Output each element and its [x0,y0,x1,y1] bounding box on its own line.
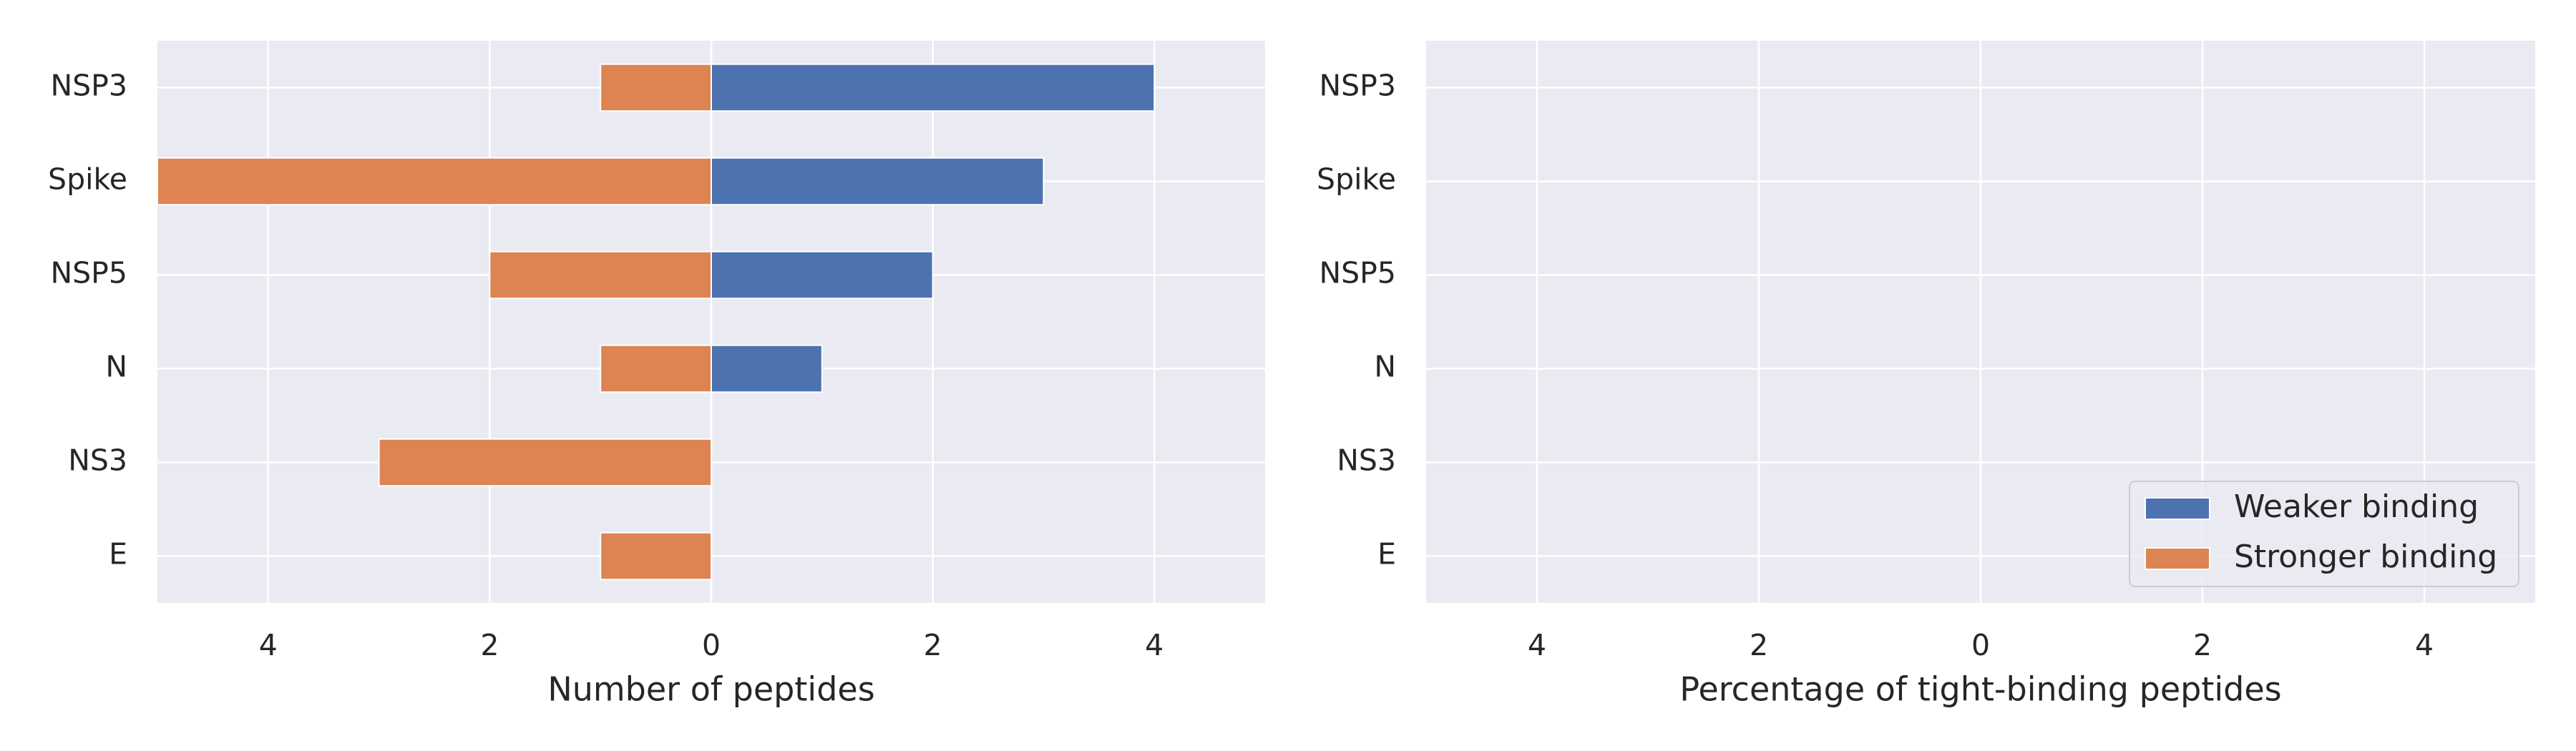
x-tick-label: 4 [1145,628,1163,662]
bar [600,531,713,581]
y-tick-label: NSP3 [1319,69,1396,103]
y-tick-label: E [1377,537,1396,571]
bar [157,157,712,206]
legend-swatch [2145,497,2210,520]
bar [711,63,1156,112]
legend: Weaker binding Stronger binding [2129,481,2519,587]
legend-label: Stronger binding [2234,539,2497,575]
x-tick-label: 2 [2193,628,2212,662]
legend-swatch [2145,547,2210,570]
x-tick-label: 0 [702,628,721,662]
y-tick-label: E [109,537,127,571]
x-tick-label: 4 [2415,628,2434,662]
x-tick-label: 4 [259,628,278,662]
bar [489,250,713,300]
y-tick-label: NSP5 [50,256,127,290]
bar [600,344,713,393]
x-tick-label: 4 [1528,628,1546,662]
bar [378,438,712,487]
y-tick-label: N [1374,350,1396,384]
chart: 4 2 0 2 4 NSP3 Spike NSP5 N NS3 E Percentage of tig… [1317,41,2535,709]
y-tick-label: NSP3 [50,69,127,103]
x-axis-label: Percentage of tight-binding peptides [1679,670,2281,709]
y-tick-label: Spike [1317,162,1396,197]
x-tick-label: 2 [480,628,499,662]
y-tick-label: NSP5 [1319,256,1396,290]
x-tick-label: 2 [924,628,942,662]
x-axis-label: Number of peptides [547,670,874,709]
x-tick-label: 0 [1971,628,1990,662]
chart: 4 2 0 2 4 NSP3 Spike NSP5 N NS3 E Number of peptide… [48,41,1265,709]
bar [711,344,823,393]
y-tick-label: NS3 [68,443,127,478]
bar [600,63,713,112]
legend-label: Weaker binding [2234,489,2479,525]
x-tick-label: 2 [1750,628,1768,662]
bar [711,250,934,300]
y-tick-label: N [105,350,127,384]
y-tick-label: Spike [48,162,127,197]
y-tick-label: NS3 [1337,443,1396,478]
legend-box [2129,481,2519,587]
bar [711,157,1045,206]
